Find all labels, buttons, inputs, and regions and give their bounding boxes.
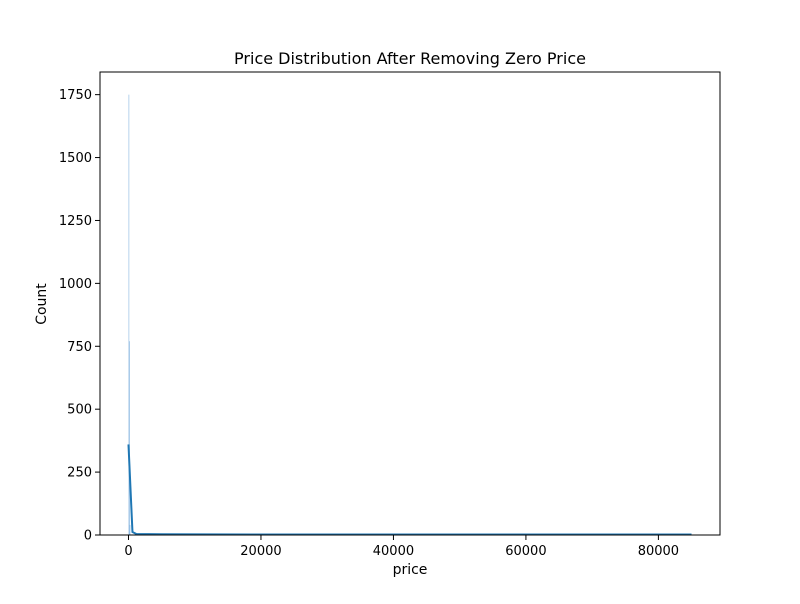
y-axis-label: Count [34,283,50,325]
x-tick-label: 0 [124,544,132,559]
histogram-bars [128,94,131,536]
x-axis-label: price [393,562,428,578]
x-tick-label: 20000 [240,544,281,559]
y-tick-label: 750 [67,340,92,355]
plot-area-frame [99,71,721,536]
x-axis-ticks: 0 20000 40000 60000 80000 [124,535,679,559]
x-tick-label: 40000 [373,544,414,559]
y-axis-ticks: 0 250 500 750 1000 1250 1500 1750 [59,88,100,544]
histogram-bar [128,94,130,536]
y-tick-label: 1000 [59,277,92,292]
y-tick-label: 0 [84,529,92,544]
y-tick-label: 500 [67,403,92,418]
x-tick-label: 60000 [505,544,546,559]
histogram-bar [129,341,130,535]
chart-title: Price Distribution After Removing Zero P… [234,49,586,68]
y-tick-label: 250 [67,466,92,481]
y-tick-label: 1500 [59,151,92,166]
y-tick-label: 1750 [59,88,92,103]
x-tick-label: 80000 [638,544,679,559]
histogram-bar [129,524,131,535]
y-tick-label: 1250 [59,214,92,229]
